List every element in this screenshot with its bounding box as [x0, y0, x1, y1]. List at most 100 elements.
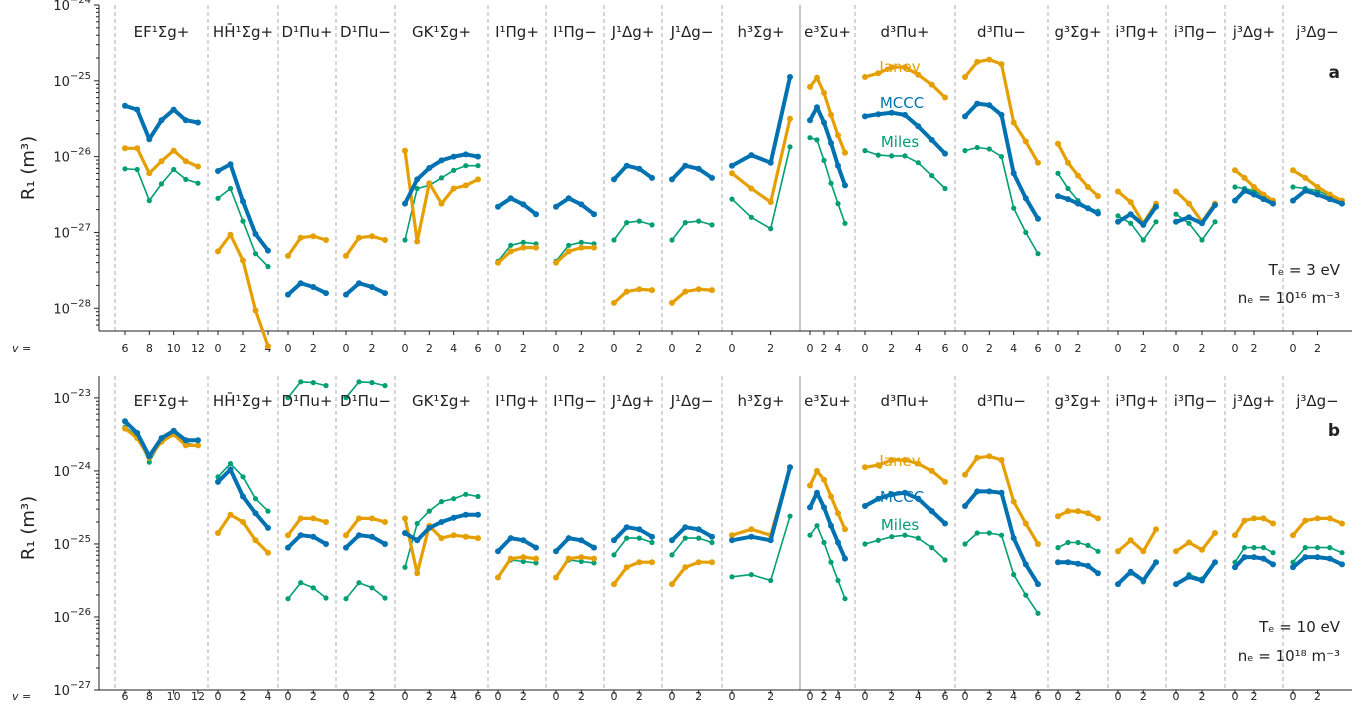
state-label: i³Πg−	[1174, 23, 1218, 41]
mccc-point	[475, 153, 481, 160]
miles-point	[323, 383, 329, 389]
miles-line	[613, 537, 653, 556]
mccc-point	[875, 111, 882, 118]
miles-point	[828, 559, 834, 565]
miles-point	[821, 539, 827, 546]
janev-point	[862, 464, 868, 471]
x-tick-label: 0	[1173, 690, 1180, 703]
mccc-point	[729, 162, 735, 169]
miles-point	[122, 166, 128, 172]
janev-point	[974, 58, 981, 65]
miles-point	[929, 173, 935, 179]
mccc-point	[122, 418, 128, 425]
mccc-point	[343, 291, 349, 298]
mccc-point	[748, 152, 755, 159]
miles-point	[624, 535, 630, 541]
miles-point	[1251, 545, 1257, 551]
mccc-point	[533, 211, 539, 218]
mccc-line	[963, 101, 1040, 221]
state-label: j³Δg−	[1295, 23, 1339, 41]
janev-point	[942, 478, 948, 485]
x-tick-label: 2	[369, 342, 376, 355]
miles-point	[1302, 545, 1308, 551]
miles-point	[611, 237, 617, 243]
janev-point	[1290, 532, 1296, 539]
janev-point	[807, 83, 813, 90]
miles-point	[285, 395, 291, 401]
janev-point	[1085, 510, 1091, 517]
miles-point	[146, 459, 152, 465]
janev-point	[240, 257, 246, 264]
mccc-point	[1085, 205, 1091, 212]
state-label: d³Πu−	[977, 23, 1026, 41]
miles-point	[709, 539, 715, 546]
mccc-line	[496, 196, 538, 217]
mccc-point	[623, 524, 630, 531]
mccc-point	[1035, 215, 1041, 222]
janev-point	[1035, 541, 1041, 547]
mccc-point	[998, 489, 1005, 496]
janev-point	[748, 185, 755, 192]
janev-point	[1251, 515, 1257, 522]
mccc-point	[807, 504, 813, 511]
janev-point	[182, 442, 189, 449]
mccc-point	[998, 111, 1005, 118]
janev-point	[591, 244, 597, 251]
mccc-point	[942, 520, 948, 527]
janev-point	[1302, 174, 1309, 181]
janev-point	[695, 559, 702, 566]
mccc-point	[382, 541, 388, 547]
janev-point	[402, 515, 408, 522]
miles-point	[451, 167, 457, 173]
mccc-point	[285, 544, 291, 551]
x-tick-label: 2	[520, 342, 527, 355]
state-label: EF¹Σg+	[134, 23, 190, 41]
mccc-point	[974, 488, 981, 495]
janev-point	[821, 89, 827, 96]
mccc-point	[1260, 555, 1267, 562]
density-annotation: nₑ = 10¹⁶ m⁻³	[1238, 289, 1340, 307]
janev-point	[285, 532, 291, 539]
miles-point	[729, 574, 735, 580]
mccc-point	[265, 524, 271, 531]
x-tick-label: 2	[1199, 342, 1206, 355]
janev-point	[986, 453, 993, 460]
janev-point	[1055, 513, 1061, 520]
janev-point	[1115, 188, 1121, 195]
mccc-point	[414, 176, 421, 183]
miles-line	[287, 581, 327, 600]
mccc-point	[821, 504, 827, 511]
x-tick-label: 2	[636, 342, 643, 355]
miles-point	[649, 539, 655, 546]
miles-point	[1023, 229, 1029, 235]
janev-point	[1314, 184, 1321, 190]
miles-point	[310, 585, 316, 591]
state-label: h³Σg+	[737, 392, 784, 410]
miles-point	[748, 572, 754, 578]
miles-point	[636, 535, 642, 541]
miles-point	[356, 379, 362, 385]
v-label: v =	[12, 690, 31, 703]
janev-point	[553, 574, 559, 581]
x-tick-label: 0	[285, 690, 292, 703]
x-tick-label: 2	[888, 690, 895, 703]
mccc-point	[343, 544, 349, 551]
mccc-point	[450, 153, 457, 160]
x-tick-label: 8	[146, 342, 153, 355]
janev-point	[382, 519, 388, 525]
state-label: i³Πg+	[1115, 392, 1159, 410]
miles-point	[1270, 550, 1276, 556]
miles-point	[986, 530, 992, 536]
mccc-line	[496, 536, 538, 554]
miles-point	[1055, 170, 1061, 176]
miles-point	[323, 595, 329, 601]
miles-point	[463, 163, 469, 169]
miles-point	[1153, 219, 1159, 225]
mccc-point	[356, 532, 362, 539]
janev-point	[1010, 498, 1017, 505]
x-tick-label: 0	[1055, 690, 1062, 703]
mccc-point	[1010, 170, 1017, 177]
mccc-point	[323, 541, 329, 547]
mccc-point	[1186, 214, 1192, 221]
